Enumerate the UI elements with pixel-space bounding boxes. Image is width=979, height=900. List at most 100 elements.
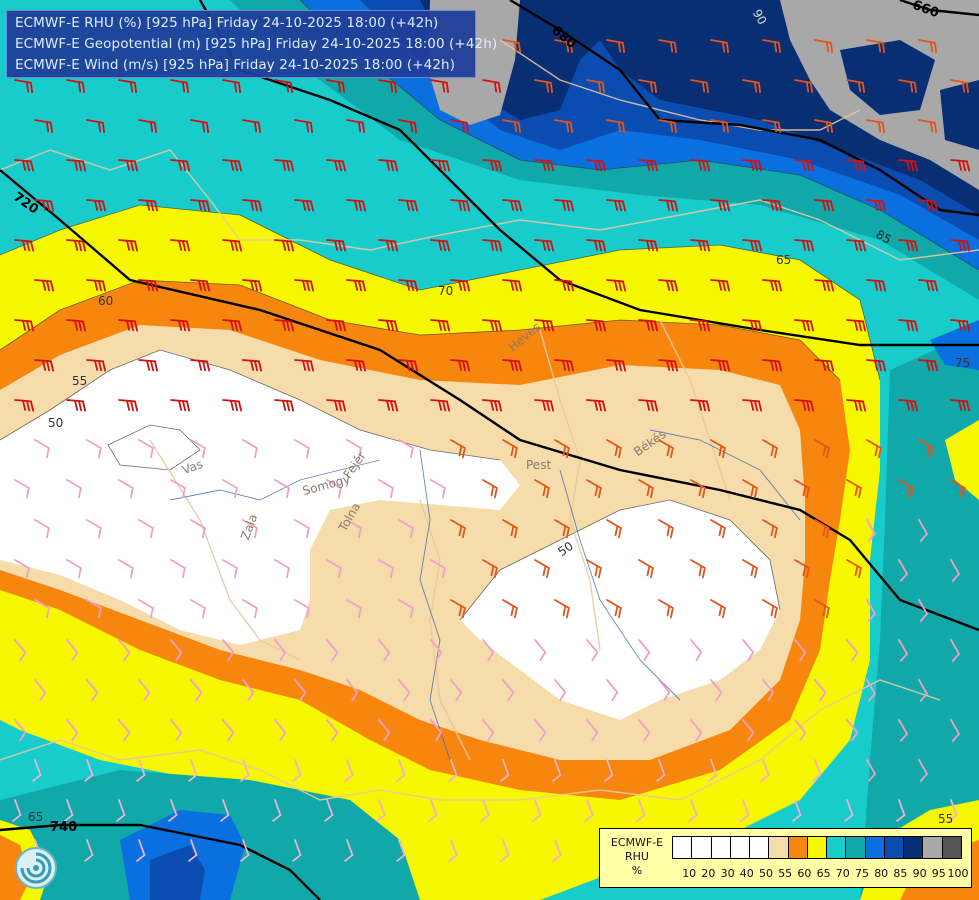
wind-barb bbox=[66, 319, 87, 332]
wind-barb bbox=[396, 759, 406, 782]
wind-barb bbox=[918, 39, 938, 54]
title-geopotential: ECMWF-E Geopotential (m) [925 hPa] Frida… bbox=[15, 36, 498, 52]
wind-barb bbox=[450, 679, 463, 702]
wind-barb bbox=[918, 279, 939, 292]
wind-barb bbox=[658, 359, 679, 372]
wind-barb bbox=[950, 719, 960, 742]
wind-barb bbox=[170, 159, 191, 172]
wind-barb bbox=[138, 199, 159, 212]
wind-barb bbox=[116, 799, 126, 822]
wind-barb bbox=[326, 479, 342, 499]
wind-barb bbox=[346, 599, 362, 619]
wind-barb bbox=[430, 79, 450, 94]
legend-title-variable: RHU bbox=[625, 850, 649, 863]
wind-barb bbox=[762, 119, 782, 134]
wind-barb bbox=[378, 79, 398, 94]
geopotential-line-680 bbox=[509, 0, 979, 217]
wind-barb bbox=[242, 599, 258, 619]
wind-barb bbox=[846, 159, 867, 172]
wind-barb bbox=[170, 319, 191, 332]
wind-barb bbox=[222, 79, 242, 94]
wind-barb bbox=[66, 639, 79, 662]
wind-barb bbox=[480, 799, 490, 822]
wind-barb bbox=[638, 639, 651, 662]
wind-barb bbox=[658, 519, 674, 539]
wind-barb bbox=[324, 799, 334, 822]
wind-barb bbox=[586, 639, 599, 662]
wind-barb bbox=[430, 239, 451, 252]
wind-barb bbox=[762, 599, 778, 619]
wind-barb bbox=[14, 79, 34, 94]
wind-barb bbox=[346, 359, 367, 372]
wind-barb bbox=[846, 639, 859, 662]
wind-barb bbox=[554, 439, 570, 459]
wind-barb bbox=[138, 439, 154, 459]
wind-barb bbox=[138, 119, 158, 134]
wind-barb bbox=[118, 79, 138, 94]
wind-barb bbox=[482, 239, 503, 252]
wind-barb bbox=[636, 799, 646, 822]
wind-barb bbox=[658, 119, 678, 134]
wind-barb bbox=[428, 799, 438, 822]
wind-barb bbox=[274, 319, 295, 332]
wind-barb bbox=[534, 319, 555, 332]
legend-level-label: 85 bbox=[893, 867, 908, 880]
wind-barb bbox=[688, 799, 698, 822]
legend-swatch bbox=[923, 837, 943, 858]
wind-barb bbox=[950, 639, 960, 662]
wind-barb bbox=[66, 479, 82, 499]
wind-barb bbox=[274, 159, 295, 172]
wind-barb bbox=[430, 639, 443, 662]
wind-barb bbox=[430, 399, 451, 412]
wind-barb bbox=[66, 559, 82, 579]
wind-barb bbox=[274, 479, 290, 499]
legend-swatch bbox=[884, 837, 905, 858]
wind-barb bbox=[86, 599, 102, 619]
wind-barb bbox=[742, 159, 763, 172]
weather-service-logo-icon bbox=[15, 847, 57, 889]
wind-barb bbox=[294, 359, 315, 372]
wind-barb bbox=[898, 79, 918, 94]
geopotential-line-660 bbox=[899, 0, 979, 17]
wind-barb bbox=[66, 79, 86, 94]
wind-barb bbox=[710, 39, 730, 54]
wind-barb bbox=[794, 399, 815, 412]
legend-level-label: 20 bbox=[701, 867, 716, 880]
legend-level-label: 70 bbox=[835, 867, 850, 880]
wind-barb bbox=[918, 519, 928, 542]
wind-barb bbox=[534, 559, 550, 579]
wind-barb bbox=[586, 559, 602, 579]
wind-barb bbox=[534, 239, 555, 252]
wind-barb bbox=[918, 199, 939, 212]
wind-barb bbox=[740, 799, 750, 822]
wind-barb bbox=[846, 319, 867, 332]
wind-barb bbox=[606, 359, 627, 372]
wind-barb bbox=[170, 79, 190, 94]
wind-barb bbox=[170, 719, 183, 742]
wind-barb bbox=[222, 159, 243, 172]
wind-barb bbox=[534, 719, 547, 742]
wind-barb bbox=[502, 279, 523, 292]
wind-barb bbox=[34, 119, 54, 134]
wind-barb bbox=[866, 359, 887, 372]
wind-barb bbox=[846, 239, 867, 252]
wind-barb bbox=[136, 839, 146, 862]
legend-title: ECMWF-E RHU % bbox=[604, 836, 670, 878]
wind-barb bbox=[398, 439, 414, 459]
wind-barb bbox=[170, 639, 183, 662]
wind-barb bbox=[502, 39, 522, 54]
wind-barb bbox=[376, 799, 386, 822]
wind-barb bbox=[240, 839, 250, 862]
wind-barb bbox=[450, 199, 471, 212]
wind-barb bbox=[450, 599, 466, 619]
wind-barb bbox=[292, 839, 302, 862]
wind-barb bbox=[552, 759, 562, 782]
wind-barb bbox=[190, 359, 211, 372]
legend-swatch bbox=[692, 837, 712, 858]
wind-barb bbox=[240, 759, 250, 782]
wind-barb bbox=[430, 479, 446, 499]
wind-barb bbox=[482, 159, 503, 172]
wind-barb bbox=[502, 359, 523, 372]
wind-barb bbox=[66, 239, 87, 252]
wind-barb bbox=[34, 439, 50, 459]
